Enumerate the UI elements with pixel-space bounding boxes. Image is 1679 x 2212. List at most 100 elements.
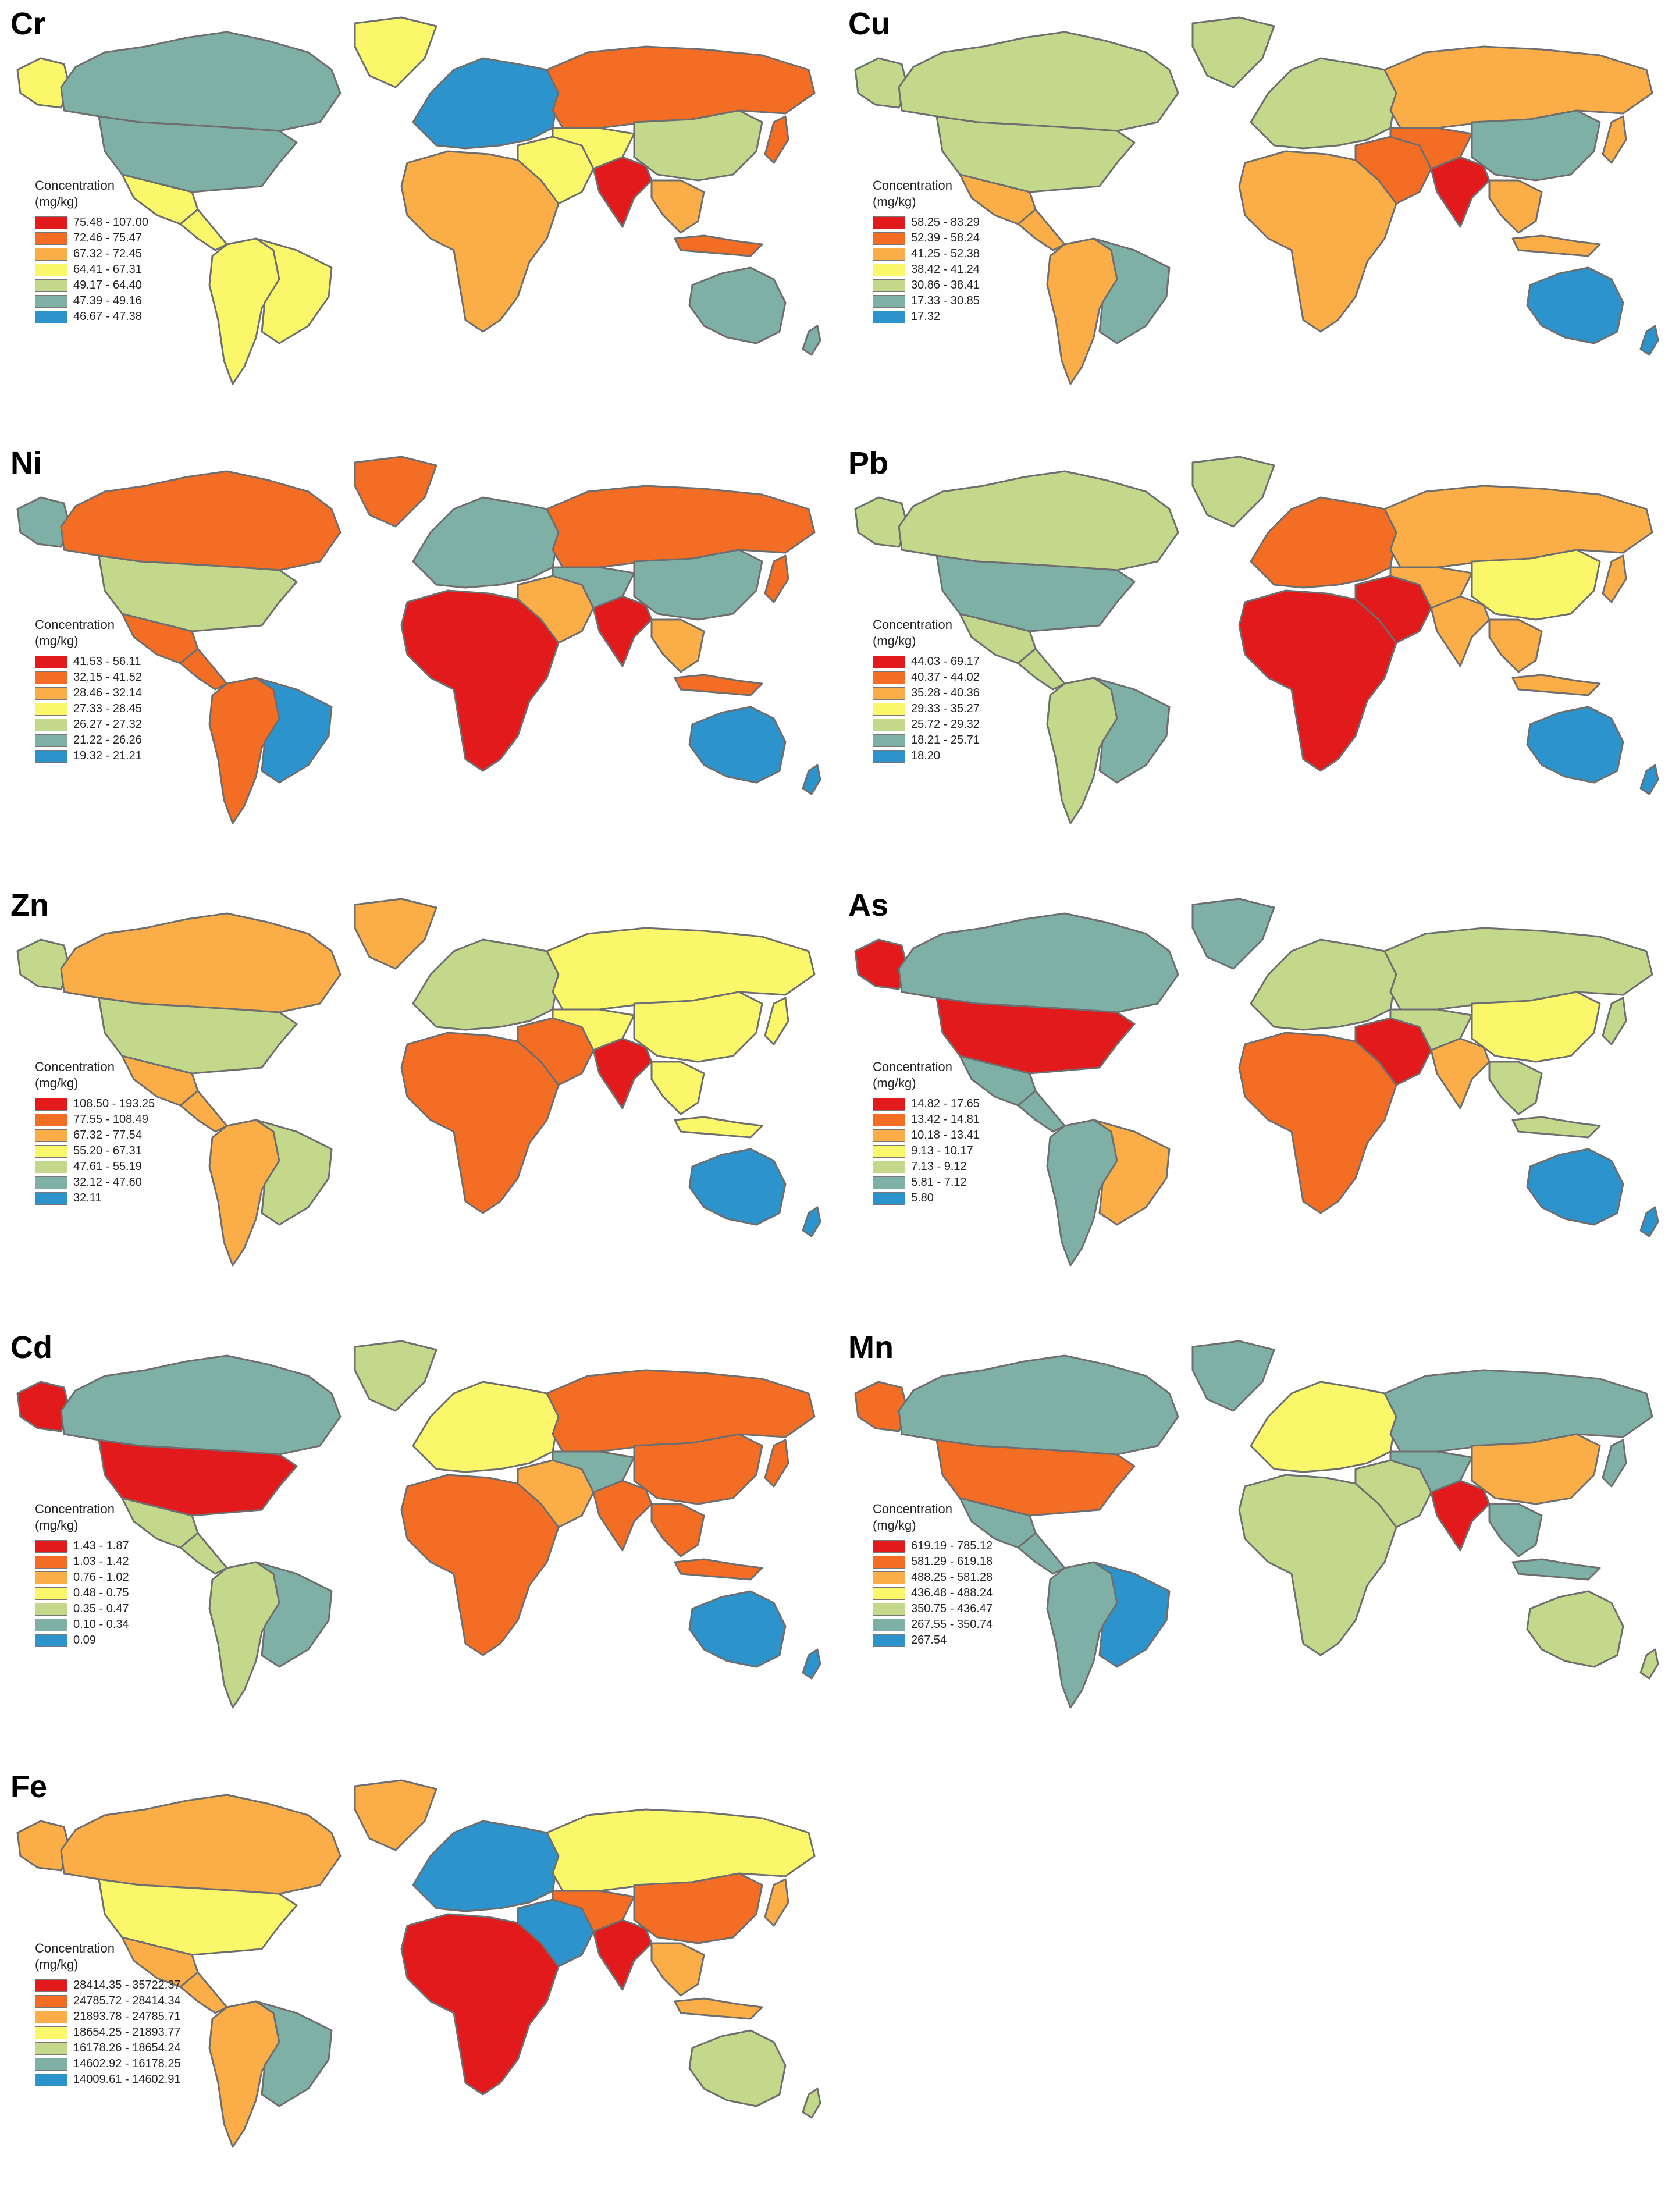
legend-entry: 21.22 - 26.26: [35, 732, 142, 748]
legend-label: 21893.78 - 24785.71: [73, 2010, 181, 2023]
legend-swatch: [35, 1192, 67, 1205]
legend-label: 0.48 - 0.75: [73, 1587, 129, 1599]
legend-label: 0.10 - 0.34: [73, 1618, 129, 1631]
legend-entry: 619.19 - 785.12: [873, 1538, 993, 1554]
legend-title: Concentration (mg/kg): [873, 1059, 980, 1091]
legend-entry: 7.13 - 9.12: [873, 1159, 980, 1175]
legend-label: 58.25 - 83.29: [911, 216, 980, 229]
region-india: [1430, 595, 1491, 667]
legend-label: 40.37 - 44.02: [911, 671, 980, 684]
legend-entry: 47.61 - 55.19: [35, 1159, 155, 1175]
legend-label: 0.76 - 1.02: [73, 1571, 129, 1584]
legend-title: Concentration (mg/kg): [35, 617, 142, 649]
legend-swatch: [873, 263, 905, 276]
legend-entry: 41.25 - 52.38: [873, 246, 980, 262]
legend-entry: 32.12 - 47.60: [35, 1175, 155, 1190]
legend-swatch: [873, 687, 905, 700]
region-greenland: [1191, 898, 1275, 970]
region-sea: [650, 179, 705, 234]
legend-label: 77.55 - 108.49: [73, 1113, 148, 1126]
region-india: [592, 1037, 653, 1109]
legend-entry: 29.33 - 35.27: [873, 701, 980, 717]
region-greenland: [354, 1779, 437, 1851]
legend-label: 32.11: [73, 1192, 102, 1204]
region-greenland: [1191, 1340, 1275, 1412]
legend-entry: 9.13 - 10.17: [873, 1143, 980, 1159]
legend-swatch: [873, 718, 905, 731]
legend-swatch: [35, 1634, 67, 1647]
legend: Concentration (mg/kg) 619.19 - 785.12 581.2…: [873, 1501, 993, 1648]
region-india: [1430, 156, 1491, 228]
legend-label: 75.48 - 107.00: [73, 216, 148, 229]
legend-swatch: [873, 294, 905, 308]
legend-entry: 0.35 - 0.47: [35, 1601, 129, 1617]
legend-entry: 267.55 - 350.74: [873, 1617, 993, 1633]
legend-label: 47.61 - 55.19: [73, 1160, 142, 1173]
legend-entry: 41.53 - 56.11: [35, 654, 142, 670]
legend-entry: 28414.35 - 35722.37: [35, 1978, 181, 1993]
legend-entry: 47.39 - 49.16: [35, 293, 148, 309]
legend-entry: 38.42 - 41.24: [873, 262, 980, 278]
region-india: [1430, 1480, 1491, 1552]
legend-label: 14009.61 - 14602.91: [73, 2073, 181, 2086]
legend-swatch: [35, 1160, 67, 1173]
element-title: Pb: [848, 446, 889, 481]
legend-title-line1: Concentration: [873, 1059, 952, 1074]
legend-label: 7.13 - 9.12: [911, 1160, 967, 1173]
legend-entry: 27.33 - 28.45: [35, 701, 142, 717]
legend-label: 108.50 - 193.25: [73, 1097, 155, 1110]
legend-swatch: [35, 1144, 67, 1158]
region-india: [592, 1919, 653, 1991]
region-indonesia: [674, 1558, 763, 1581]
legend: Concentration (mg/kg) 58.25 - 83.29 52.39 -…: [873, 177, 980, 325]
legend-label: 10.18 - 13.41: [911, 1129, 980, 1141]
legend-swatch: [35, 279, 67, 292]
region-china: [1471, 109, 1601, 182]
legend-title: Concentration (mg/kg): [35, 1059, 155, 1091]
legend-title-line2: (mg/kg): [35, 1076, 79, 1090]
region-newzealand: [1639, 764, 1659, 795]
region-indonesia: [674, 234, 763, 257]
legend-swatch: [35, 687, 67, 700]
legend-label: 18.20: [911, 749, 941, 762]
legend-label: 9.13 - 10.17: [911, 1144, 973, 1157]
legend-label: 67.32 - 77.54: [73, 1129, 142, 1141]
legend-label: 35.28 - 40.36: [911, 687, 980, 699]
region-india: [592, 1480, 653, 1552]
legend-label: 49.17 - 64.40: [73, 279, 142, 291]
legend-title-line1: Concentration: [35, 178, 115, 193]
legend-label: 436.48 - 488.24: [911, 1587, 993, 1599]
region-sea: [1488, 1061, 1543, 1115]
legend-swatch: [35, 718, 67, 731]
legend-swatch: [35, 232, 67, 245]
legend-entry: 19.32 - 21.21: [35, 748, 142, 764]
legend-label: 52.39 - 58.24: [911, 232, 980, 244]
region-sea: [650, 1942, 705, 1997]
map-panel-cr: Cr Concentration (mg/kg) 75.48 - 107.00 72.4…: [6, 6, 832, 390]
region-india: [592, 156, 653, 228]
legend-swatch: [35, 1113, 67, 1126]
region-newzealand: [802, 764, 821, 795]
legend-entry: 5.80: [873, 1190, 980, 1206]
legend-swatch: [873, 216, 905, 229]
region-china: [633, 549, 763, 621]
legend-entry: 35.28 - 40.36: [873, 685, 980, 701]
region-sea: [650, 1061, 705, 1115]
legend-swatch: [873, 1144, 905, 1158]
legend-swatch: [35, 2026, 67, 2039]
legend-entry: 17.32: [873, 309, 980, 325]
region-indonesia: [674, 1997, 763, 2020]
map-panel-ni: Ni Concentration (mg/kg) 41.53 - 56.11 32.15…: [6, 445, 832, 829]
legend-entry: 16178.26 - 18654.24: [35, 2040, 181, 2056]
region-europe: [1250, 938, 1397, 1031]
legend: Concentration (mg/kg) 28414.35 - 35722.37 2…: [35, 1940, 181, 2087]
legend-label: 5.81 - 7.12: [911, 1176, 967, 1189]
legend: Concentration (mg/kg) 44.03 - 69.17 40.37 -…: [873, 617, 980, 764]
legend-swatch: [873, 1634, 905, 1647]
region-africa: [400, 1032, 560, 1214]
region-africa: [400, 150, 560, 333]
legend-entry: 14602.92 - 16178.25: [35, 2056, 181, 2072]
legend-label: 28414.35 - 35722.37: [73, 1979, 181, 1991]
region-china: [633, 1872, 763, 1944]
legend-entry: 64.41 - 67.31: [35, 262, 148, 278]
